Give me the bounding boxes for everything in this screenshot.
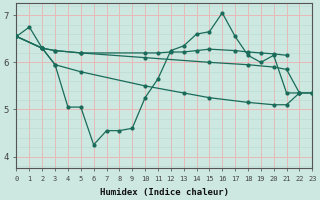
X-axis label: Humidex (Indice chaleur): Humidex (Indice chaleur) — [100, 188, 229, 197]
